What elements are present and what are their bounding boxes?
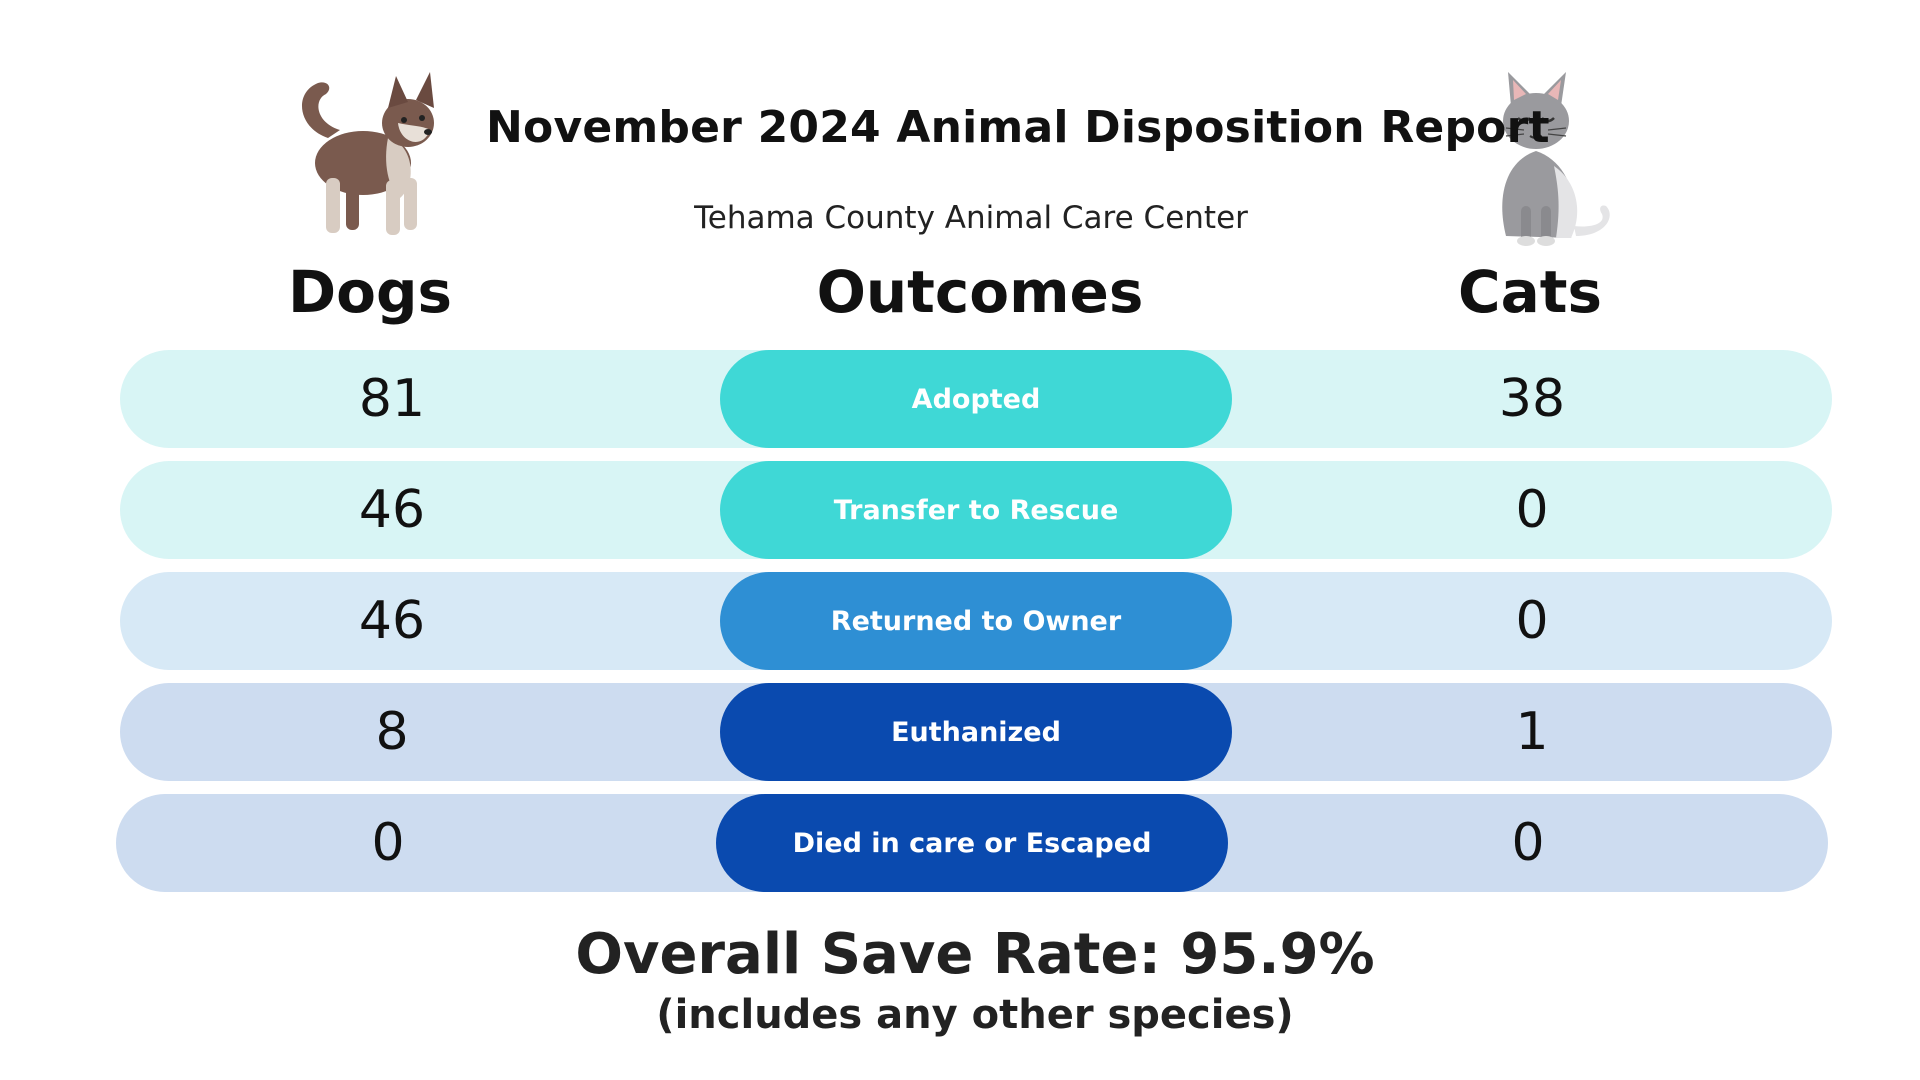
dog-icon: [301, 72, 434, 235]
outcome-pill: Died in care or Escaped: [716, 794, 1228, 892]
outcome-row-died-or-escaped: 0 Died in care or Escaped 0: [116, 794, 1828, 892]
outcome-row-euthanized: 8 Euthanized 1: [120, 683, 1832, 781]
cat-count: 0: [1515, 591, 1549, 651]
dog-count: 0: [371, 813, 405, 873]
page-title: November 2024 Animal Disposition Report: [486, 102, 1550, 153]
cat-count: 1: [1515, 702, 1549, 762]
cat-count: 38: [1498, 369, 1566, 429]
column-header-dogs: Dogs: [287, 258, 453, 326]
page-subtitle: Tehama County Animal Care Center: [694, 200, 1248, 236]
outcome-pill: Euthanized: [720, 683, 1232, 781]
outcome-pill: Returned to Owner: [720, 572, 1232, 670]
outcome-row-transfer-to-rescue: 46 Transfer to Rescue 0: [120, 461, 1832, 559]
cat-count: 0: [1515, 480, 1549, 540]
dog-count: 81: [358, 369, 426, 429]
outcome-row-returned-to-owner: 46 Returned to Owner 0: [120, 572, 1832, 670]
outcome-pill: Transfer to Rescue: [720, 461, 1232, 559]
dog-count: 8: [375, 702, 409, 762]
column-header-cats: Cats: [1458, 258, 1602, 326]
outcome-pill: Adopted: [720, 350, 1232, 448]
dog-count: 46: [358, 480, 426, 540]
cat-icon: [1502, 72, 1610, 246]
dog-count: 46: [358, 591, 426, 651]
cat-count: 0: [1511, 813, 1545, 873]
column-header-outcomes: Outcomes: [816, 258, 1144, 326]
save-rate-note: (includes any other species): [656, 992, 1294, 1038]
outcome-row-adopted: 81 Adopted 38: [120, 350, 1832, 448]
save-rate: Overall Save Rate: 95.9%: [575, 922, 1375, 987]
